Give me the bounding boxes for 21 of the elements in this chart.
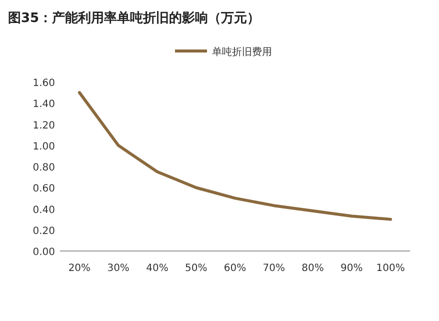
y-tick-label: 1.20 bbox=[32, 120, 55, 132]
y-tick-label: 0.20 bbox=[32, 226, 55, 237]
y-tick-label: 0.00 bbox=[32, 247, 55, 258]
y-tick-label: 1.40 bbox=[32, 99, 55, 110]
x-tick-label: 80% bbox=[302, 263, 324, 274]
x-tick-label: 90% bbox=[340, 263, 363, 274]
x-tick-label: 20% bbox=[68, 263, 91, 274]
y-tick-label: 0.40 bbox=[32, 204, 55, 216]
x-tick-label: 30% bbox=[107, 263, 130, 274]
x-tick-label: 40% bbox=[146, 263, 168, 274]
y-tick-label: 0.60 bbox=[32, 184, 55, 195]
line-series bbox=[78, 91, 392, 221]
x-tick-label: 100% bbox=[376, 263, 405, 274]
chart-title: 图35：产能利用率单吨折旧的影响（万元） bbox=[8, 10, 260, 26]
y-tick-label: 1.00 bbox=[32, 141, 55, 152]
y-tick-label: 0.80 bbox=[32, 162, 55, 174]
x-tick-label: 50% bbox=[184, 263, 208, 274]
y-tick-label: 1.60 bbox=[32, 78, 55, 89]
x-tick-label: 60% bbox=[224, 263, 246, 274]
legend-label: 单吨折旧费用 bbox=[212, 46, 272, 58]
x-tick-label: 70% bbox=[262, 263, 286, 274]
